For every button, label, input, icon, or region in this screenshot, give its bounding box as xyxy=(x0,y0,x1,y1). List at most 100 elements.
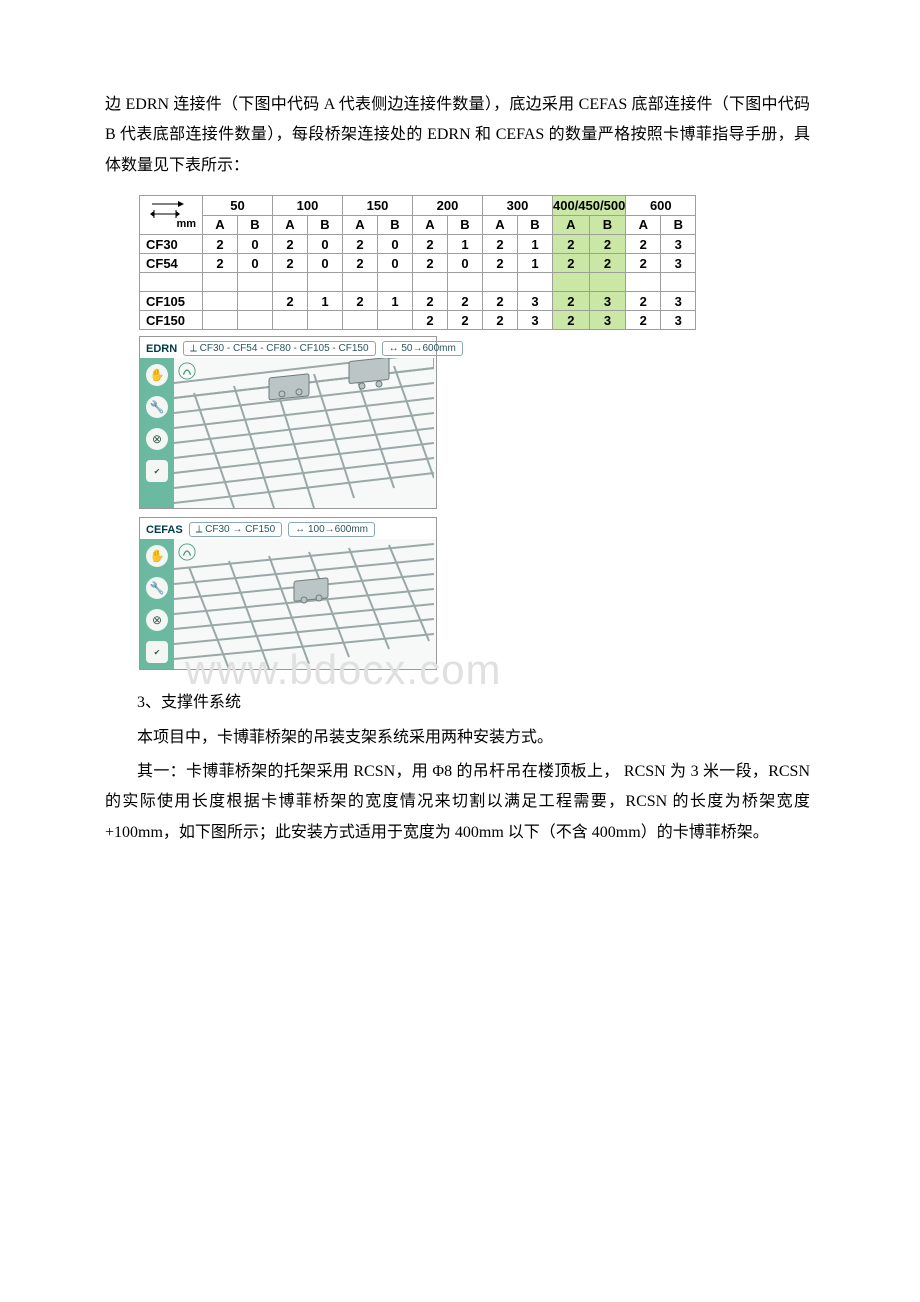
data-cell: 2 xyxy=(626,292,661,311)
subcol-B: B xyxy=(661,215,696,235)
data-cell: 2 xyxy=(273,235,308,254)
edrn-mesh-illustration xyxy=(174,358,436,508)
row-label: CF105 xyxy=(140,292,203,311)
subcol-A: A xyxy=(483,215,518,235)
data-cell xyxy=(661,273,696,292)
subcol-A: A xyxy=(626,215,661,235)
data-cell xyxy=(626,273,661,292)
data-cell xyxy=(343,311,378,330)
data-cell: 2 xyxy=(203,235,238,254)
data-cell: 0 xyxy=(238,254,273,273)
col-400: 400/450/500 xyxy=(553,196,626,216)
data-cell xyxy=(273,273,308,292)
data-cell xyxy=(448,273,483,292)
data-cell: 2 xyxy=(553,235,590,254)
data-cell xyxy=(483,273,518,292)
data-cell xyxy=(553,273,590,292)
data-cell xyxy=(308,311,343,330)
hand-icon: ✋ xyxy=(146,364,168,386)
cefas-corner-badge-icon xyxy=(178,543,196,561)
data-cell: 1 xyxy=(308,292,343,311)
data-cell: 2 xyxy=(553,292,590,311)
subcol-A: A xyxy=(203,215,238,235)
figure-edrn-name: EDRN xyxy=(146,343,177,355)
col-150: 150 xyxy=(343,196,413,216)
row-label xyxy=(140,273,203,292)
hand-icon: ✋ xyxy=(146,545,168,567)
data-cell xyxy=(413,273,448,292)
data-cell: 3 xyxy=(661,311,696,330)
data-cell: 0 xyxy=(378,254,413,273)
col-100: 100 xyxy=(273,196,343,216)
data-cell: 2 xyxy=(553,254,590,273)
data-cell: 2 xyxy=(483,235,518,254)
subcol-B: B xyxy=(518,215,553,235)
figure-cefas: CEFAS ⟂ CF30 → CF150 ↔ 100→600mm ✋ 🔧 ⊗ ✔ xyxy=(139,517,437,670)
width-arrow-icon xyxy=(150,198,186,220)
data-cell xyxy=(273,311,308,330)
data-cell: 2 xyxy=(483,311,518,330)
data-cell xyxy=(203,311,238,330)
paragraph-method-one: 其一：卡博菲桥架的托架采用 RCSN，用 Φ8 的吊杆吊在楼顶板上， RCSN … xyxy=(105,757,810,848)
data-cell xyxy=(589,273,626,292)
wrench-icon: 🔧 xyxy=(146,577,168,599)
data-cell xyxy=(238,273,273,292)
data-cell: 2 xyxy=(343,292,378,311)
data-cell xyxy=(203,292,238,311)
subcol-B: B xyxy=(308,215,343,235)
data-cell xyxy=(203,273,238,292)
col-50: 50 xyxy=(203,196,273,216)
data-cell: 1 xyxy=(518,235,553,254)
data-cell: 0 xyxy=(308,254,343,273)
data-cell: 0 xyxy=(378,235,413,254)
row-label: CF54 xyxy=(140,254,203,273)
data-cell: 0 xyxy=(308,235,343,254)
mm-label: mm xyxy=(176,218,196,230)
data-cell: 2 xyxy=(589,254,626,273)
data-cell xyxy=(518,273,553,292)
data-cell: 2 xyxy=(273,292,308,311)
subcol-B: B xyxy=(238,215,273,235)
data-cell: 2 xyxy=(448,292,483,311)
cefas-icon-rail: ✋ 🔧 ⊗ ✔ xyxy=(140,539,174,669)
data-cell xyxy=(378,273,413,292)
data-cell: 3 xyxy=(661,254,696,273)
section-heading: 3、支撑件系统 xyxy=(105,688,810,718)
data-cell: 2 xyxy=(483,292,518,311)
data-cell xyxy=(238,292,273,311)
screw-icon: ⊗ xyxy=(146,609,168,631)
data-cell: 2 xyxy=(589,235,626,254)
data-cell xyxy=(378,311,413,330)
figure-cefas-name: CEFAS xyxy=(146,524,183,536)
cefas-mesh-illustration xyxy=(174,539,436,669)
data-cell xyxy=(308,273,343,292)
data-cell xyxy=(343,273,378,292)
figure-edrn: EDRN ⟂ CF30 - CF54 - CF80 - CF105 - CF15… xyxy=(139,336,437,509)
mm-header-cell: mm xyxy=(140,196,203,235)
data-cell: 2 xyxy=(343,254,378,273)
subcol-A: A xyxy=(553,215,590,235)
data-cell: 2 xyxy=(626,311,661,330)
cefas-badge-widths: ↔ 100→600mm xyxy=(288,522,375,537)
row-label: CF30 xyxy=(140,235,203,254)
data-cell: 1 xyxy=(378,292,413,311)
wrench-icon: 🔧 xyxy=(146,396,168,418)
data-cell: 2 xyxy=(413,235,448,254)
data-cell: 2 xyxy=(413,311,448,330)
data-cell: 2 xyxy=(413,292,448,311)
data-cell: 3 xyxy=(661,292,696,311)
data-cell: 0 xyxy=(448,254,483,273)
cefas-badge-heights: ⟂ CF30 → CF150 xyxy=(189,522,282,537)
subcol-B: B xyxy=(589,215,626,235)
data-cell: 3 xyxy=(589,292,626,311)
data-cell: 3 xyxy=(518,311,553,330)
edrn-badge-heights: ⟂ CF30 - CF54 - CF80 - CF105 - CF150 xyxy=(183,341,375,356)
data-cell: 2 xyxy=(273,254,308,273)
edrn-icon-rail: ✋ 🔧 ⊗ ✔ xyxy=(140,358,174,508)
data-cell: 3 xyxy=(518,292,553,311)
data-cell: 2 xyxy=(448,311,483,330)
subcol-B: B xyxy=(448,215,483,235)
col-200: 200 xyxy=(413,196,483,216)
edrn-badge-widths: ↔ 50→600mm xyxy=(382,341,463,356)
data-cell: 3 xyxy=(589,311,626,330)
